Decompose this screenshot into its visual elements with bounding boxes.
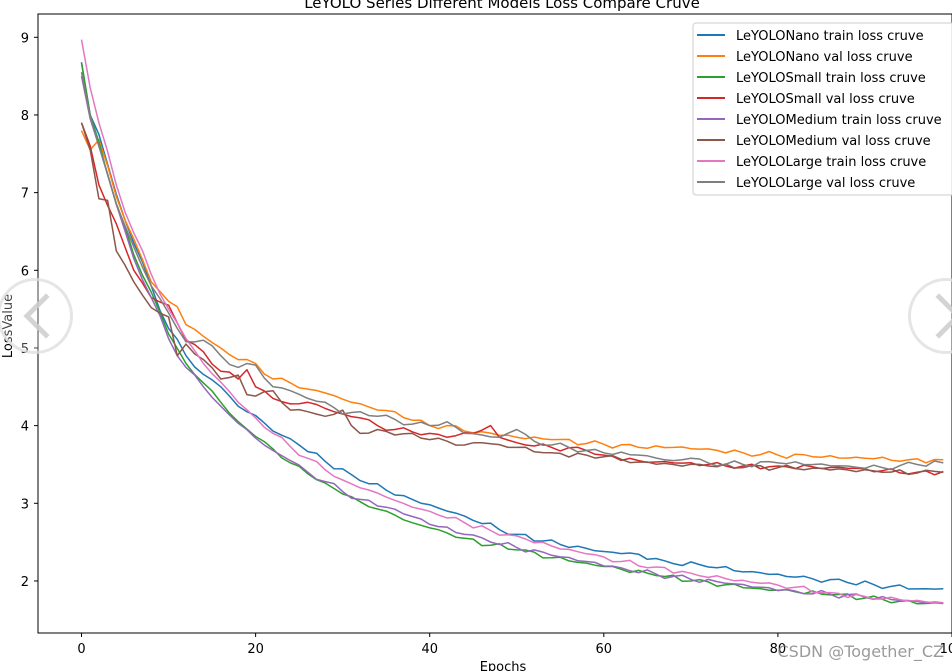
previous-image-button[interactable]	[0, 278, 73, 354]
series-line-8	[80, 72, 944, 471]
legend-frame	[692, 22, 952, 196]
legend-entry-label: LeYOLOMedium train loss cruve	[736, 113, 942, 128]
series-line-2	[80, 130, 944, 464]
x-tick-label: 0	[77, 642, 85, 657]
legend-entry-label: LeYOLOSmall train loss cruve	[736, 71, 926, 86]
legend-entry-label: LeYOLOLarge val loss cruve	[736, 176, 915, 191]
watermark: CSDN @Together_CZ	[777, 642, 944, 661]
y-tick-label: 4	[21, 420, 29, 435]
chart-title: LeYOLO Series Different Models Loss Comp…	[304, 0, 700, 12]
series-line-5	[80, 75, 944, 604]
y-tick-label: 6	[21, 264, 29, 279]
x-tick-label: 80	[770, 642, 787, 657]
x-tick-label: 20	[247, 642, 264, 657]
x-tick-label: 60	[596, 642, 613, 657]
series-line-6	[80, 122, 944, 476]
legend-entry-label: LeYOLONano train loss cruve	[736, 29, 924, 44]
plot-area	[37, 13, 952, 634]
legend-entry-label: LeYOLOLarge train loss cruve	[736, 155, 926, 170]
y-tick-label: 2	[21, 575, 29, 590]
series-line-1	[80, 62, 944, 590]
x-tick-label: 40	[421, 642, 438, 657]
chevron-left-icon	[23, 293, 69, 339]
chevron-right-icon	[916, 293, 952, 339]
series-line-7	[80, 39, 944, 604]
y-tick-label: 8	[21, 109, 29, 124]
y-tick-label: 7	[21, 187, 29, 202]
legend-entry-label: LeYOLONano val loss cruve	[736, 50, 913, 65]
series-line-4	[80, 122, 944, 476]
legend-entry-label: LeYOLOMedium val loss cruve	[736, 134, 931, 149]
x-axis-label: Epochs	[480, 660, 527, 671]
y-tick-label: 9	[21, 31, 29, 46]
x-axis: 0 20 40 60 80 100	[77, 633, 952, 657]
legend-entry-label: LeYOLOSmall val loss cruve	[736, 92, 915, 107]
y-tick-label: 3	[21, 497, 29, 512]
legend: LeYOLONano train loss cruve LeYOLONano va…	[692, 22, 952, 196]
x-tick-label: 100	[940, 642, 952, 657]
